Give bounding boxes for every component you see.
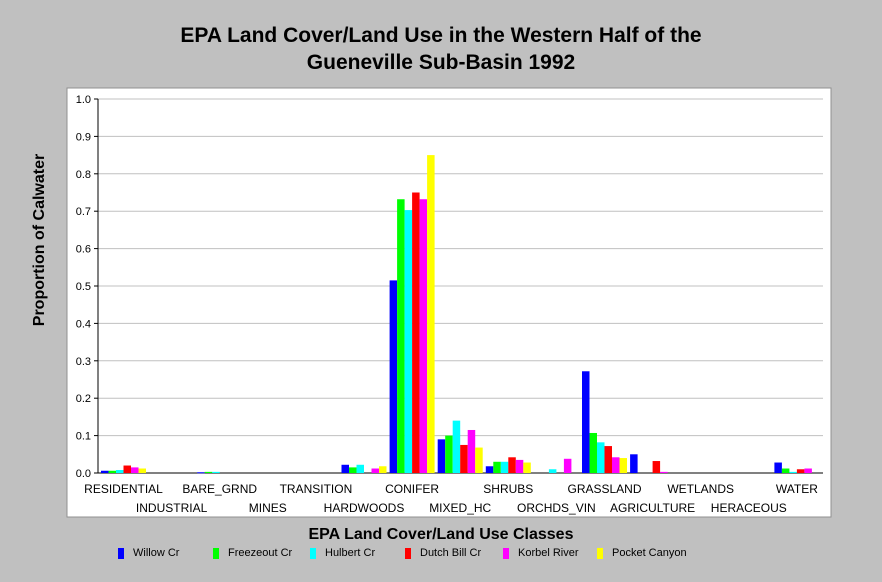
y-tick-label: 0.9 (76, 131, 91, 143)
bar (460, 444, 468, 473)
x-tick-label: ORCHDS_VIN (517, 501, 596, 515)
bar (379, 466, 387, 473)
x-tick-label: HARDWOODS (324, 501, 405, 515)
bar (789, 471, 797, 473)
chart-title-line1: EPA Land Cover/Land Use in the Western H… (180, 24, 702, 47)
y-tick-label: 1.0 (76, 94, 91, 106)
bar (589, 432, 597, 473)
bar (204, 471, 213, 473)
bar (371, 468, 379, 473)
bar (563, 458, 572, 473)
bar (467, 429, 476, 473)
bar (652, 461, 661, 473)
bar (523, 462, 531, 473)
bar (475, 447, 483, 473)
x-tick-label: BARE_GRND (182, 482, 257, 496)
x-tick-label: CONIFER (385, 482, 439, 496)
bar (774, 462, 782, 473)
bar (619, 458, 627, 473)
bar (508, 457, 516, 473)
bar (404, 210, 413, 473)
bar (116, 470, 124, 473)
y-tick-label: 0.6 (76, 244, 91, 256)
legend-label: Freezeout Cr (228, 547, 293, 560)
legend-swatch (213, 547, 219, 559)
legend-item-korbel: Korbel River (503, 547, 579, 563)
x-tick-label: MIXED_HC (429, 501, 491, 515)
y-axis-title: Proportion of Calwater (31, 153, 48, 327)
x-tick-label: AGRICULTURE (610, 501, 695, 515)
x-tick-label: SHRUBS (483, 482, 533, 496)
x-tick-label: MINES (249, 501, 287, 515)
bar (796, 469, 805, 473)
bar (437, 439, 446, 473)
x-tick-label: WATER (776, 482, 818, 496)
bar (804, 468, 812, 473)
legend-swatch (597, 547, 603, 559)
legend-swatch (405, 547, 411, 559)
legend-item-willow: Willow Cr (118, 547, 179, 563)
y-tick-label: 0.2 (76, 393, 91, 405)
bar (212, 471, 220, 473)
legend-item-dutch-bill: Dutch Bill Cr (405, 547, 481, 563)
bar (356, 464, 364, 473)
legend-item-freezeout: Freezeout Cr (213, 547, 292, 563)
x-tick-label: WETLANDS (667, 482, 734, 496)
bar (349, 467, 357, 473)
x-axis-title: EPA Land Cover/Land Use Classes (308, 526, 574, 543)
bar (452, 420, 461, 473)
legend-item-hulbert: Hulbert Cr (310, 547, 375, 563)
bar (548, 469, 557, 473)
bar (108, 470, 116, 473)
bar (597, 442, 605, 473)
y-tick-label: 0.7 (76, 206, 91, 218)
bar (500, 461, 509, 473)
legend-swatch (118, 547, 124, 559)
bar (445, 435, 453, 473)
legend-swatch (310, 547, 316, 559)
x-tick-label: RESIDENTIAL (84, 482, 163, 496)
bar (612, 457, 620, 473)
bar (781, 468, 790, 473)
bar (389, 280, 398, 473)
x-tick-label: INDUSTRIAL (136, 501, 208, 515)
bar (604, 446, 612, 473)
legend-item-pocket-canyon: Pocket Canyon (597, 547, 687, 563)
legend-swatch (503, 547, 509, 559)
bar (197, 472, 205, 474)
legend-label: Pocket Canyon (612, 547, 687, 560)
y-tick-label: 0.4 (76, 318, 91, 330)
bar (397, 199, 405, 473)
y-tick-label: 0.5 (76, 281, 91, 293)
bar (419, 199, 428, 473)
y-tick-label: 0.8 (76, 169, 91, 181)
bar (138, 468, 146, 473)
bar (123, 465, 131, 473)
x-tick-label: GRASSLAND (567, 482, 641, 496)
bar (630, 454, 638, 473)
legend-label: Willow Cr (133, 547, 180, 560)
bar (131, 467, 139, 473)
bar (485, 466, 494, 473)
bar (493, 461, 501, 473)
y-tick-label: 0.0 (76, 468, 91, 480)
legend-label: Dutch Bill Cr (420, 547, 482, 560)
bar (515, 459, 524, 473)
bar (101, 470, 109, 473)
chart-title-line2: Gueneville Sub-Basin 1992 (306, 51, 576, 74)
bar (582, 371, 590, 473)
legend-label: Korbel River (518, 547, 579, 560)
legend: Willow Cr Freezeout Cr Hulbert Cr Dutch … (0, 547, 882, 565)
bar (427, 155, 435, 473)
bar (412, 192, 420, 473)
legend-label: Hulbert Cr (325, 547, 376, 560)
x-tick-label: HERACEOUS (711, 501, 787, 515)
bar (660, 471, 668, 473)
y-tick-label: 0.1 (76, 431, 91, 443)
y-tick-label: 0.3 (76, 356, 91, 368)
x-tick-label: TRANSITION (280, 482, 353, 496)
bar (341, 464, 349, 473)
